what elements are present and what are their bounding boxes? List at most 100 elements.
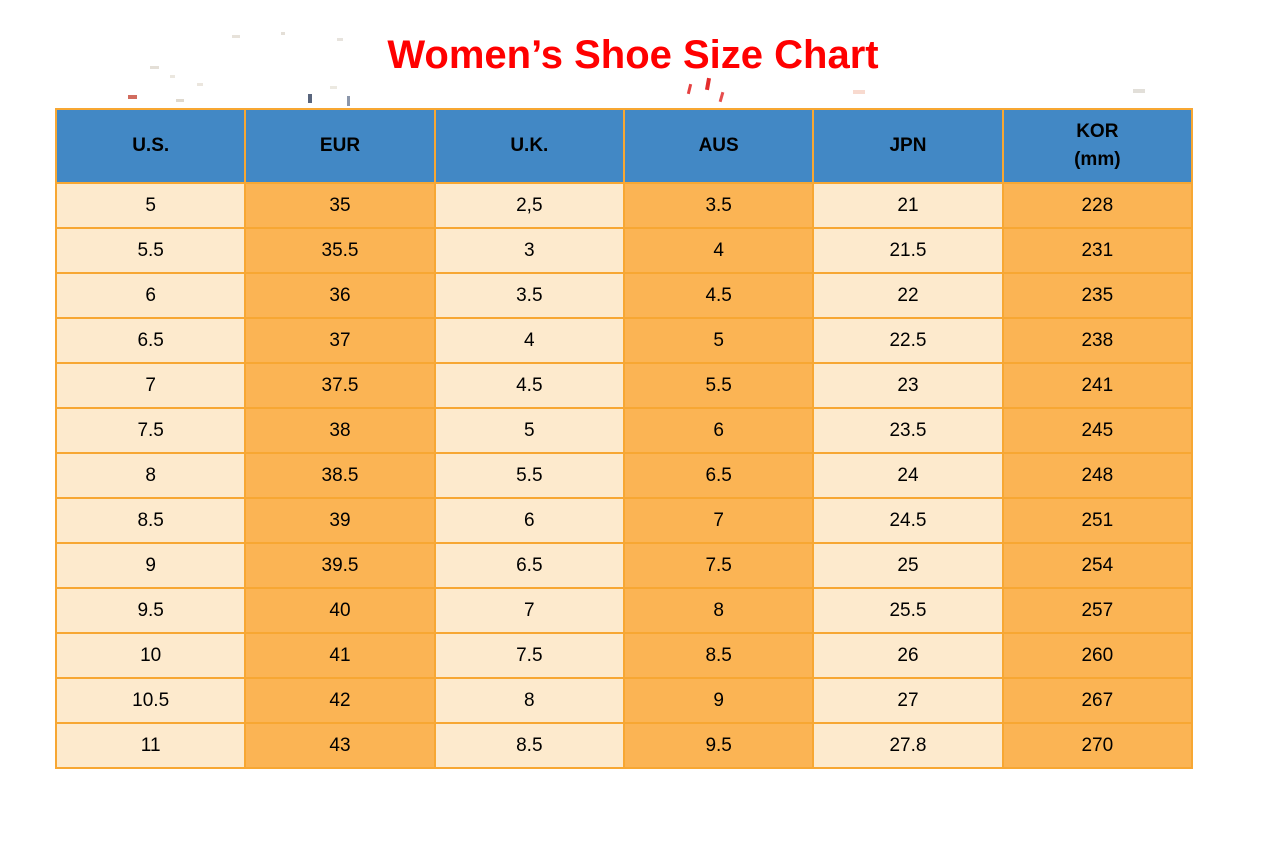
cell-eur-r12: 42 (244, 677, 436, 724)
cell-us-r13: 11 (54, 722, 247, 769)
table-row: 10 41 7.5 8.5 26 260 (54, 632, 1194, 679)
cell-eur-r10: 40 (244, 587, 436, 634)
cell-uk-r13: 8.5 (433, 722, 625, 769)
cell-kor-r4: 238 (1001, 317, 1194, 364)
cell-kor-r10: 257 (1001, 587, 1194, 634)
cell-uk-r6: 5 (433, 407, 625, 454)
table-row: 6.5 37 4 5 22.5 238 (54, 317, 1194, 364)
table-row: 5 35 2,5 3.5 21 228 (54, 182, 1194, 229)
cell-kor-r9: 254 (1001, 542, 1194, 589)
cell-jpn-r11: 26 (812, 632, 1004, 679)
cell-eur-r6: 38 (244, 407, 436, 454)
cell-aus-r8: 7 (622, 497, 815, 544)
col-header-kor-sublabel: (mm) (1074, 149, 1121, 170)
cell-kor-r1: 228 (1001, 182, 1194, 229)
col-header-eur: EUR (244, 108, 436, 184)
cell-kor-r13: 270 (1001, 722, 1194, 769)
size-chart-table-wrap: U.S. EUR U.K. AUS JPN KOR (mm) 5 35 2,5 3.5… (54, 108, 1194, 769)
cell-kor-r12: 267 (1001, 677, 1194, 724)
table-row: 7.5 38 5 6 23.5 245 (54, 407, 1194, 454)
cell-us-r12: 10.5 (54, 677, 247, 724)
cell-aus-r5: 5.5 (622, 362, 815, 409)
cell-aus-r4: 5 (622, 317, 815, 364)
cell-jpn-r4: 22.5 (812, 317, 1004, 364)
col-header-us: U.S. (54, 108, 247, 184)
cell-us-r5: 7 (54, 362, 247, 409)
col-header-aus: AUS (622, 108, 815, 184)
col-header-kor-label: KOR (1076, 121, 1119, 143)
noise-speck (176, 99, 184, 102)
cell-uk-r4: 4 (433, 317, 625, 364)
cell-kor-r2: 231 (1001, 227, 1194, 274)
noise-speck (853, 90, 865, 94)
cell-us-r10: 9.5 (54, 587, 247, 634)
noise-speck (128, 95, 137, 99)
col-header-kor: KOR (mm) (1001, 108, 1194, 184)
table-row: 8.5 39 6 7 24.5 251 (54, 497, 1194, 544)
cell-aus-r2: 4 (622, 227, 815, 274)
table-row: 7 37.5 4.5 5.5 23 241 (54, 362, 1194, 409)
cell-jpn-r1: 21 (812, 182, 1004, 229)
cell-jpn-r9: 25 (812, 542, 1004, 589)
cell-eur-r7: 38.5 (244, 452, 436, 499)
cell-kor-r7: 248 (1001, 452, 1194, 499)
cell-us-r11: 10 (54, 632, 247, 679)
cell-eur-r3: 36 (244, 272, 436, 319)
cell-eur-r8: 39 (244, 497, 436, 544)
cell-jpn-r10: 25.5 (812, 587, 1004, 634)
table-row: 5.5 35.5 3 4 21.5 231 (54, 227, 1194, 274)
table-row: 9 39.5 6.5 7.5 25 254 (54, 542, 1194, 589)
cell-jpn-r12: 27 (812, 677, 1004, 724)
cell-aus-r11: 8.5 (622, 632, 815, 679)
cell-aus-r9: 7.5 (622, 542, 815, 589)
cell-jpn-r6: 23.5 (812, 407, 1004, 454)
cell-uk-r2: 3 (433, 227, 625, 274)
cell-eur-r4: 37 (244, 317, 436, 364)
noise-apostrophe (718, 91, 725, 103)
noise-speck (330, 86, 337, 89)
cell-us-r8: 8.5 (54, 497, 247, 544)
cell-jpn-r7: 24 (812, 452, 1004, 499)
cell-eur-r13: 43 (244, 722, 436, 769)
cell-us-r4: 6.5 (54, 317, 247, 364)
noise-speck (308, 94, 312, 103)
noise-apostrophe (704, 77, 712, 91)
cell-eur-r5: 37.5 (244, 362, 436, 409)
cell-aus-r3: 4.5 (622, 272, 815, 319)
cell-uk-r8: 6 (433, 497, 625, 544)
cell-aus-r6: 6 (622, 407, 815, 454)
cell-us-r6: 7.5 (54, 407, 247, 454)
noise-speck (197, 83, 203, 86)
cell-us-r1: 5 (54, 182, 247, 229)
table-row: 9.5 40 7 8 25.5 257 (54, 587, 1194, 634)
table-header-row: U.S. EUR U.K. AUS JPN KOR (mm) (54, 108, 1194, 184)
page-title: Women’s Shoe Size Chart (387, 33, 879, 77)
table-body: 5 35 2,5 3.5 21 228 5.5 35.5 3 4 21.5 231 6 36 3.5 4.5 2… (54, 182, 1194, 769)
cell-uk-r10: 7 (433, 587, 625, 634)
cell-uk-r3: 3.5 (433, 272, 625, 319)
cell-jpn-r13: 27.8 (812, 722, 1004, 769)
cell-aus-r10: 8 (622, 587, 815, 634)
cell-jpn-r5: 23 (812, 362, 1004, 409)
cell-kor-r3: 235 (1001, 272, 1194, 319)
cell-uk-r7: 5.5 (433, 452, 625, 499)
col-header-jpn: JPN (812, 108, 1004, 184)
cell-us-r2: 5.5 (54, 227, 247, 274)
cell-jpn-r8: 24.5 (812, 497, 1004, 544)
table-row: 6 36 3.5 4.5 22 235 (54, 272, 1194, 319)
size-chart-table: U.S. EUR U.K. AUS JPN KOR (mm) 5 35 2,5 3.5… (54, 108, 1194, 769)
cell-us-r3: 6 (54, 272, 247, 319)
cell-jpn-r3: 22 (812, 272, 1004, 319)
cell-kor-r6: 245 (1001, 407, 1194, 454)
cell-uk-r12: 8 (433, 677, 625, 724)
cell-jpn-r2: 21.5 (812, 227, 1004, 274)
cell-uk-r5: 4.5 (433, 362, 625, 409)
cell-aus-r1: 3.5 (622, 182, 815, 229)
noise-apostrophe (686, 83, 693, 95)
cell-us-r7: 8 (54, 452, 247, 499)
cell-eur-r1: 35 (244, 182, 436, 229)
col-header-uk: U.K. (433, 108, 625, 184)
cell-us-r9: 9 (54, 542, 247, 589)
cell-eur-r11: 41 (244, 632, 436, 679)
cell-uk-r9: 6.5 (433, 542, 625, 589)
